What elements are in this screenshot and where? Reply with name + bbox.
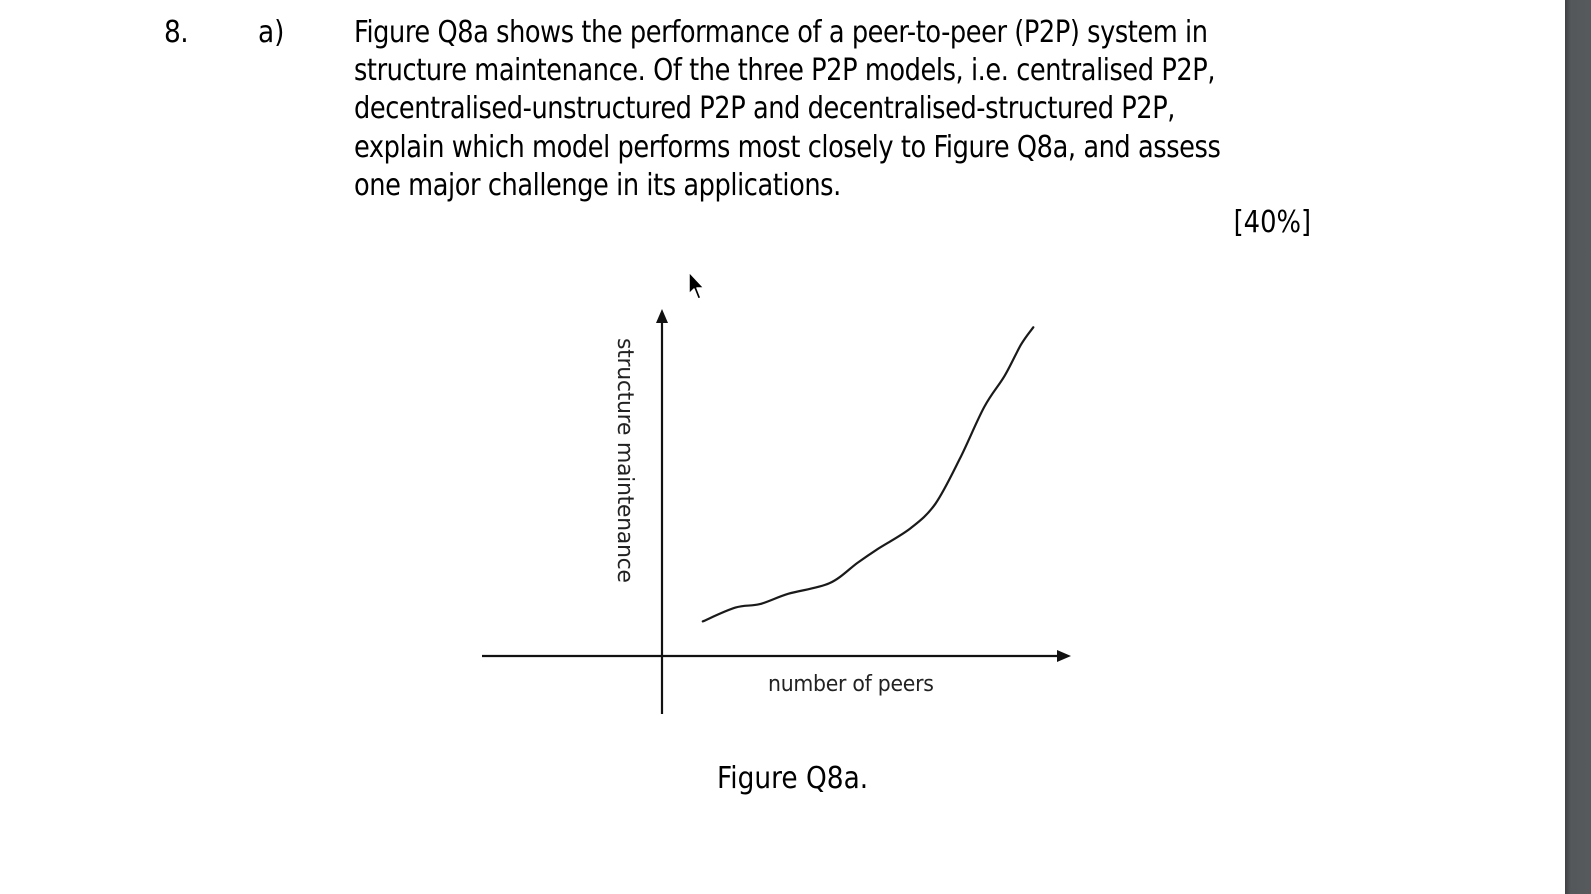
x-axis-label: number of peers (768, 672, 934, 697)
question-text-line: one major challenge in its applications. (354, 167, 841, 203)
viewer-side-gutter (1565, 0, 1591, 894)
question-number: 8. (164, 15, 189, 50)
question-text-line: decentralised-unstructured P2P and decen… (354, 91, 1175, 127)
y-axis-label: structure maintenance (612, 338, 637, 583)
question-text: Figure Q8a shows the performance of a pe… (354, 14, 1277, 205)
question-text-line: Figure Q8a shows the performance of a pe… (354, 15, 1208, 50)
data-curve (701, 326, 1035, 623)
mouse-cursor-icon (688, 271, 705, 300)
question-text-line: explain which model performs most closel… (354, 129, 1221, 165)
marks-weight: [40%] (1233, 205, 1311, 240)
question-part-label: a) (258, 15, 285, 50)
y-axis-arrowhead-icon (656, 309, 668, 323)
x-axis-arrowhead-icon (1057, 650, 1071, 662)
figure-caption: Figure Q8a. (717, 761, 869, 796)
question-text-line: structure maintenance. Of the three P2P … (354, 53, 1216, 89)
